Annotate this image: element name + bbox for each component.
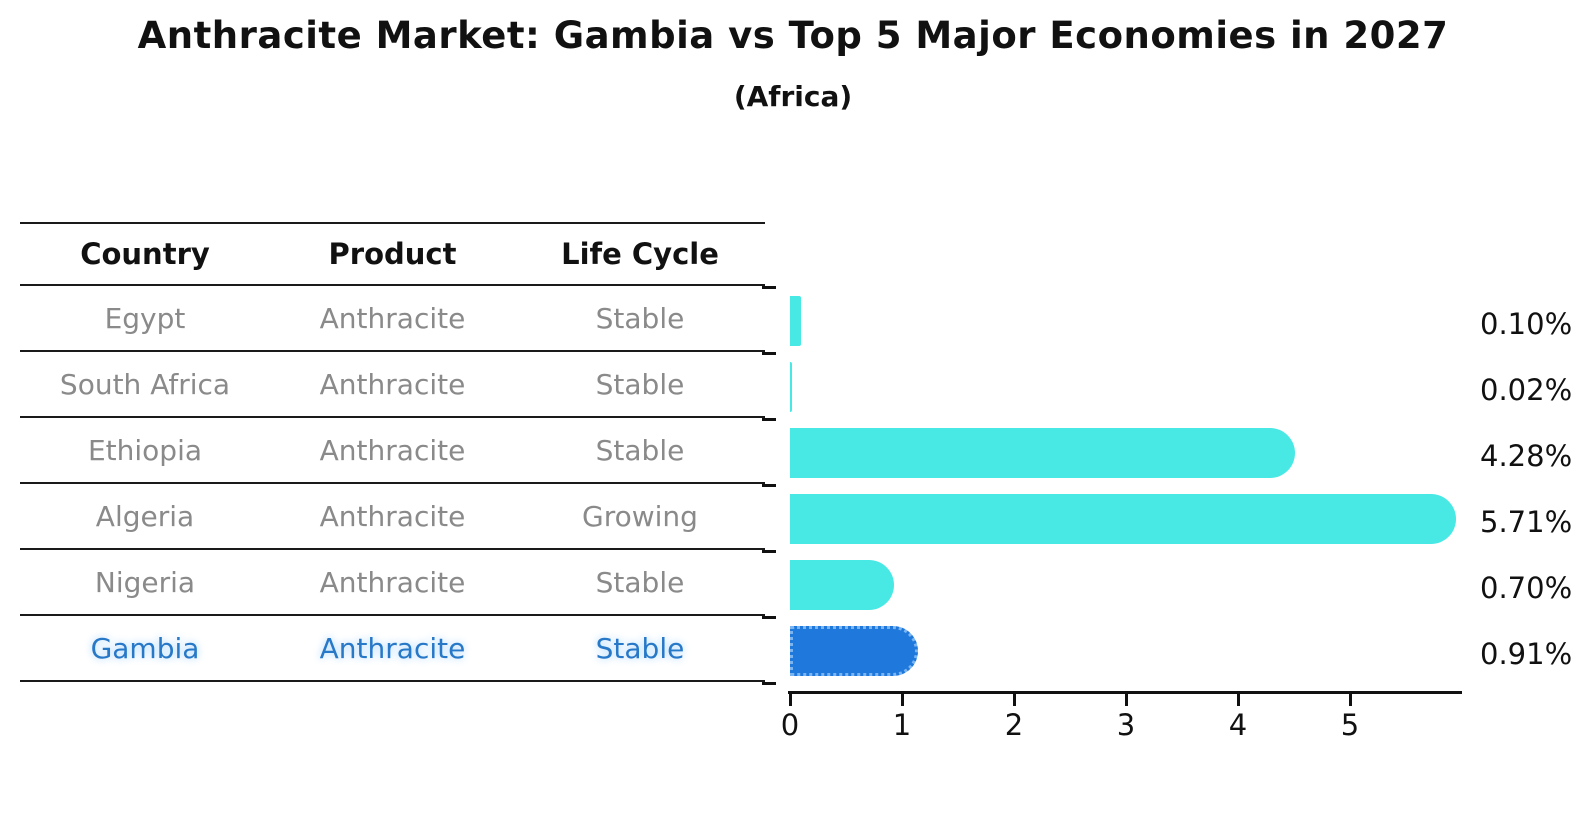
x-tick: [901, 694, 904, 706]
cell-product: Anthracite: [319, 631, 466, 665]
table-row-algeria: Algeria Anthracite Growing: [20, 484, 765, 550]
value-label-south-africa: 0.02%: [1480, 373, 1573, 407]
bar-south-africa: [790, 362, 792, 412]
cell-country: South Africa: [59, 367, 231, 401]
cell-product: Anthracite: [319, 301, 466, 335]
table-row-egypt: Egypt Anthracite Stable: [20, 286, 765, 352]
cell-life-cycle: Growing: [582, 499, 698, 533]
col-header-life-cycle: Life Cycle: [561, 237, 719, 271]
y-tick: [762, 352, 776, 355]
cell-product: Anthracite: [319, 499, 466, 533]
table-row-south-africa: South Africa Anthracite Stable: [20, 352, 765, 418]
bar-nigeria: [790, 560, 894, 610]
value-label-ethiopia: 4.28%: [1480, 439, 1573, 473]
col-header-country: Country: [80, 237, 210, 271]
cell-life-cycle: Stable: [595, 565, 685, 599]
x-tick-label: 2: [1004, 708, 1024, 742]
cell-country: Ethiopia: [87, 433, 203, 467]
x-tick: [789, 694, 792, 706]
bar-egypt: [790, 296, 801, 346]
cell-product: Anthracite: [319, 565, 466, 599]
table-row-nigeria: Nigeria Anthracite Stable: [20, 550, 765, 616]
x-tick: [1013, 694, 1016, 706]
y-tick: [762, 550, 776, 553]
cell-country: Nigeria: [94, 565, 196, 599]
chart-subtitle: (Africa): [733, 80, 853, 113]
bar-algeria: [790, 494, 1456, 544]
value-label-gambia: 0.91%: [1480, 637, 1573, 671]
cell-life-cycle: Stable: [595, 301, 685, 335]
bar-gambia: [790, 626, 918, 676]
info-table: Country Product Life Cycle Egypt Anthrac…: [20, 222, 765, 682]
x-tick-label: 4: [1228, 708, 1248, 742]
x-tick-label: 1: [892, 708, 912, 742]
x-tick-label: 3: [1116, 708, 1136, 742]
cell-product: Anthracite: [319, 367, 466, 401]
x-tick: [1349, 694, 1352, 706]
x-tick-label: 0: [780, 708, 800, 742]
bar-ethiopia: [790, 428, 1295, 478]
chart-title: Anthracite Market: Gambia vs Top 5 Major…: [137, 14, 1449, 57]
table-row-gambia: Gambia Anthracite Stable: [20, 616, 765, 682]
x-tick: [1237, 694, 1240, 706]
col-header-product: Product: [328, 237, 457, 271]
y-tick: [762, 682, 776, 685]
cell-life-cycle: Stable: [595, 367, 685, 401]
cell-life-cycle: Stable: [595, 631, 685, 665]
cell-country: Algeria: [95, 499, 195, 533]
cell-country: Egypt: [104, 301, 186, 335]
cell-life-cycle: Stable: [595, 433, 685, 467]
y-tick: [762, 418, 776, 421]
x-tick-label: 5: [1340, 708, 1360, 742]
value-label-egypt: 0.10%: [1480, 307, 1573, 341]
cell-product: Anthracite: [319, 433, 466, 467]
y-tick: [762, 616, 776, 619]
table-row-ethiopia: Ethiopia Anthracite Stable: [20, 418, 765, 484]
y-tick: [762, 484, 776, 487]
cell-country: Gambia: [90, 631, 200, 665]
y-tick: [762, 286, 776, 289]
value-label-algeria: 5.71%: [1480, 505, 1573, 539]
table-header-row: Country Product Life Cycle: [20, 222, 765, 286]
x-tick: [1125, 694, 1128, 706]
x-axis-line: [788, 691, 1462, 694]
value-label-nigeria: 0.70%: [1480, 571, 1573, 605]
